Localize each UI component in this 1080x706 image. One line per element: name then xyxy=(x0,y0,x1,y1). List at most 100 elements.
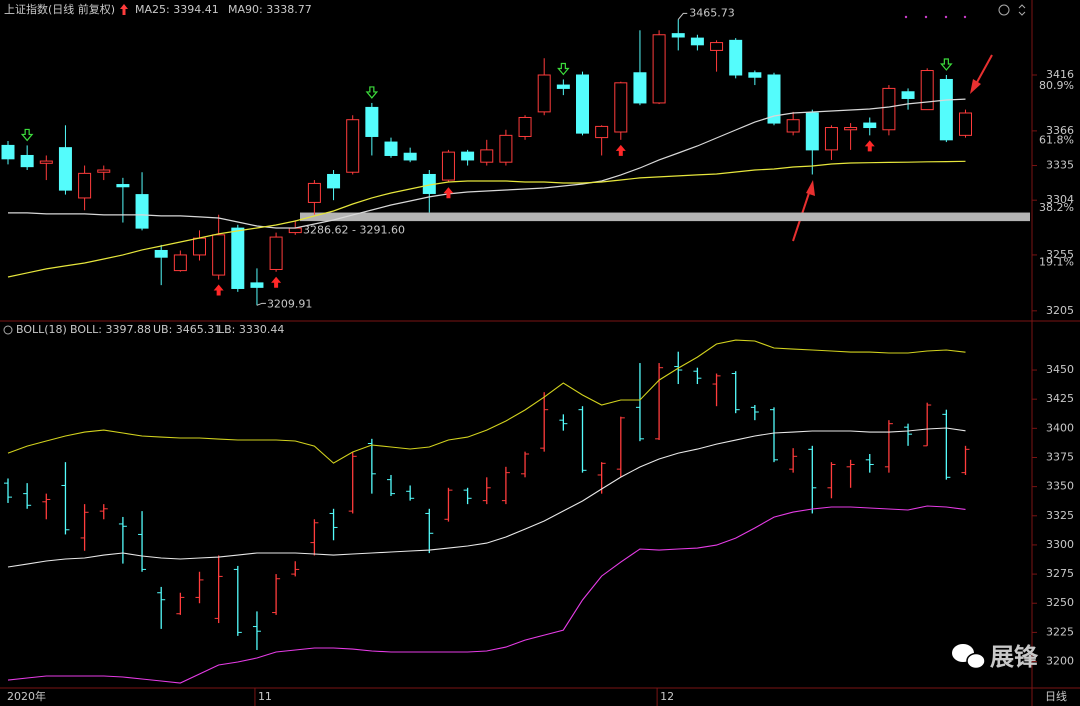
y-tick-label: 3335 xyxy=(1046,159,1074,172)
y-tick-label: 3400 xyxy=(1046,421,1074,434)
candle-body xyxy=(748,72,762,78)
series-line xyxy=(7,505,966,684)
series-line xyxy=(8,98,966,229)
high-pointer xyxy=(677,12,688,20)
y-tick-label: 3304 xyxy=(1046,193,1074,206)
panel-controls[interactable] xyxy=(998,4,1026,16)
zone-label: 3286.62 - 3291.60 xyxy=(303,224,405,237)
series-line xyxy=(7,427,966,568)
watermark: 展锋 xyxy=(952,643,1039,671)
legend-entry: LB: 3330.44 xyxy=(218,323,284,336)
chart-title: 上证指数(日线 前复权) xyxy=(4,2,115,16)
candle-body xyxy=(576,74,589,134)
arrowhead xyxy=(806,180,815,196)
candle-body xyxy=(537,74,551,113)
legend-entry: UB: 3465.31 xyxy=(153,323,221,336)
candle-body xyxy=(518,116,532,137)
dot xyxy=(924,15,928,19)
candle-body xyxy=(116,184,130,188)
wechat-icon xyxy=(966,652,986,670)
x-tick-label: 2020年 xyxy=(7,689,46,703)
arrowhead xyxy=(970,79,981,94)
candle-body xyxy=(939,78,953,141)
buy-signal xyxy=(864,140,875,152)
candle-body xyxy=(365,106,379,137)
candle-body xyxy=(920,70,934,111)
sell-signal xyxy=(365,86,379,99)
y-tick-label: 3366 xyxy=(1046,124,1074,137)
candle-body xyxy=(135,194,149,229)
candle-body xyxy=(690,37,704,46)
candle-body xyxy=(595,125,609,139)
candle-body xyxy=(346,119,360,173)
pointer-arrow xyxy=(975,54,993,85)
sell-signal xyxy=(940,58,953,71)
buy-signal xyxy=(615,144,626,156)
x-tick-label: 11 xyxy=(258,690,272,703)
candle-body xyxy=(480,149,494,163)
candle-body xyxy=(212,234,226,276)
watermark-text: 展锋 xyxy=(990,643,1039,671)
candle-body xyxy=(786,119,800,133)
candle-body xyxy=(499,134,513,163)
sell-signal xyxy=(557,62,570,76)
fib-label: 80.9% xyxy=(1039,79,1074,92)
candle-body xyxy=(461,151,475,161)
candle-body xyxy=(193,237,206,256)
candle-body xyxy=(633,72,647,104)
y-tick-label: 3225 xyxy=(1046,625,1074,638)
candle-body xyxy=(710,42,724,51)
y-tick-label: 3200 xyxy=(1046,655,1074,668)
buy-signal xyxy=(443,187,454,199)
dots xyxy=(904,15,967,19)
buy-signal xyxy=(271,276,282,288)
candle-body xyxy=(403,152,417,161)
period-label: 日线 xyxy=(1045,689,1067,703)
dot xyxy=(963,15,967,19)
y-tick-label: 3416 xyxy=(1046,68,1074,81)
fib-label: 19.1% xyxy=(1039,256,1074,269)
buy-signal xyxy=(213,284,224,296)
settings-icon[interactable] xyxy=(998,4,1010,16)
y-tick-label: 3325 xyxy=(1046,509,1074,522)
candle-body xyxy=(959,112,972,136)
y-tick-label: 3255 xyxy=(1046,248,1074,261)
y-tick-label: 3250 xyxy=(1046,596,1074,609)
candle-body xyxy=(384,141,398,156)
candle-body xyxy=(97,169,111,173)
y-tick-label: 3425 xyxy=(1046,392,1074,405)
dot xyxy=(904,15,908,19)
y-tick-label: 3275 xyxy=(1046,567,1074,580)
candle-body xyxy=(863,122,877,129)
y-tick-label: 3375 xyxy=(1046,450,1074,463)
y-tick-label: 3450 xyxy=(1046,363,1074,376)
candle-body xyxy=(767,74,781,124)
legend-entry: MA90: 3338.77 xyxy=(228,3,312,16)
series-line xyxy=(7,160,966,278)
candle-body xyxy=(78,172,92,199)
candle-body xyxy=(39,160,53,164)
low-label: 3209.91 xyxy=(267,297,313,310)
candle-body xyxy=(20,154,34,168)
candle-body xyxy=(269,236,283,270)
candle-body xyxy=(58,147,72,191)
candle-body xyxy=(327,173,341,189)
candle-body xyxy=(805,112,819,151)
candle-body xyxy=(441,151,455,181)
candle-body xyxy=(556,84,570,89)
panel-icon xyxy=(3,325,13,335)
candle-body xyxy=(844,127,858,131)
low-pointer xyxy=(256,302,266,306)
toggle-icon[interactable] xyxy=(1018,4,1026,16)
candle-body xyxy=(729,39,743,76)
legend-entry: BOLL: 3397.88 xyxy=(70,323,151,336)
fib-label: 61.8% xyxy=(1039,134,1074,147)
candle-body xyxy=(250,282,264,288)
candle-body xyxy=(671,33,685,38)
y-tick-label: 3350 xyxy=(1046,480,1074,493)
arrow-icon xyxy=(120,4,128,15)
x-tick-label: 12 xyxy=(660,690,674,703)
candle-body xyxy=(614,82,628,133)
panel-title: BOLL(18) xyxy=(16,323,67,336)
